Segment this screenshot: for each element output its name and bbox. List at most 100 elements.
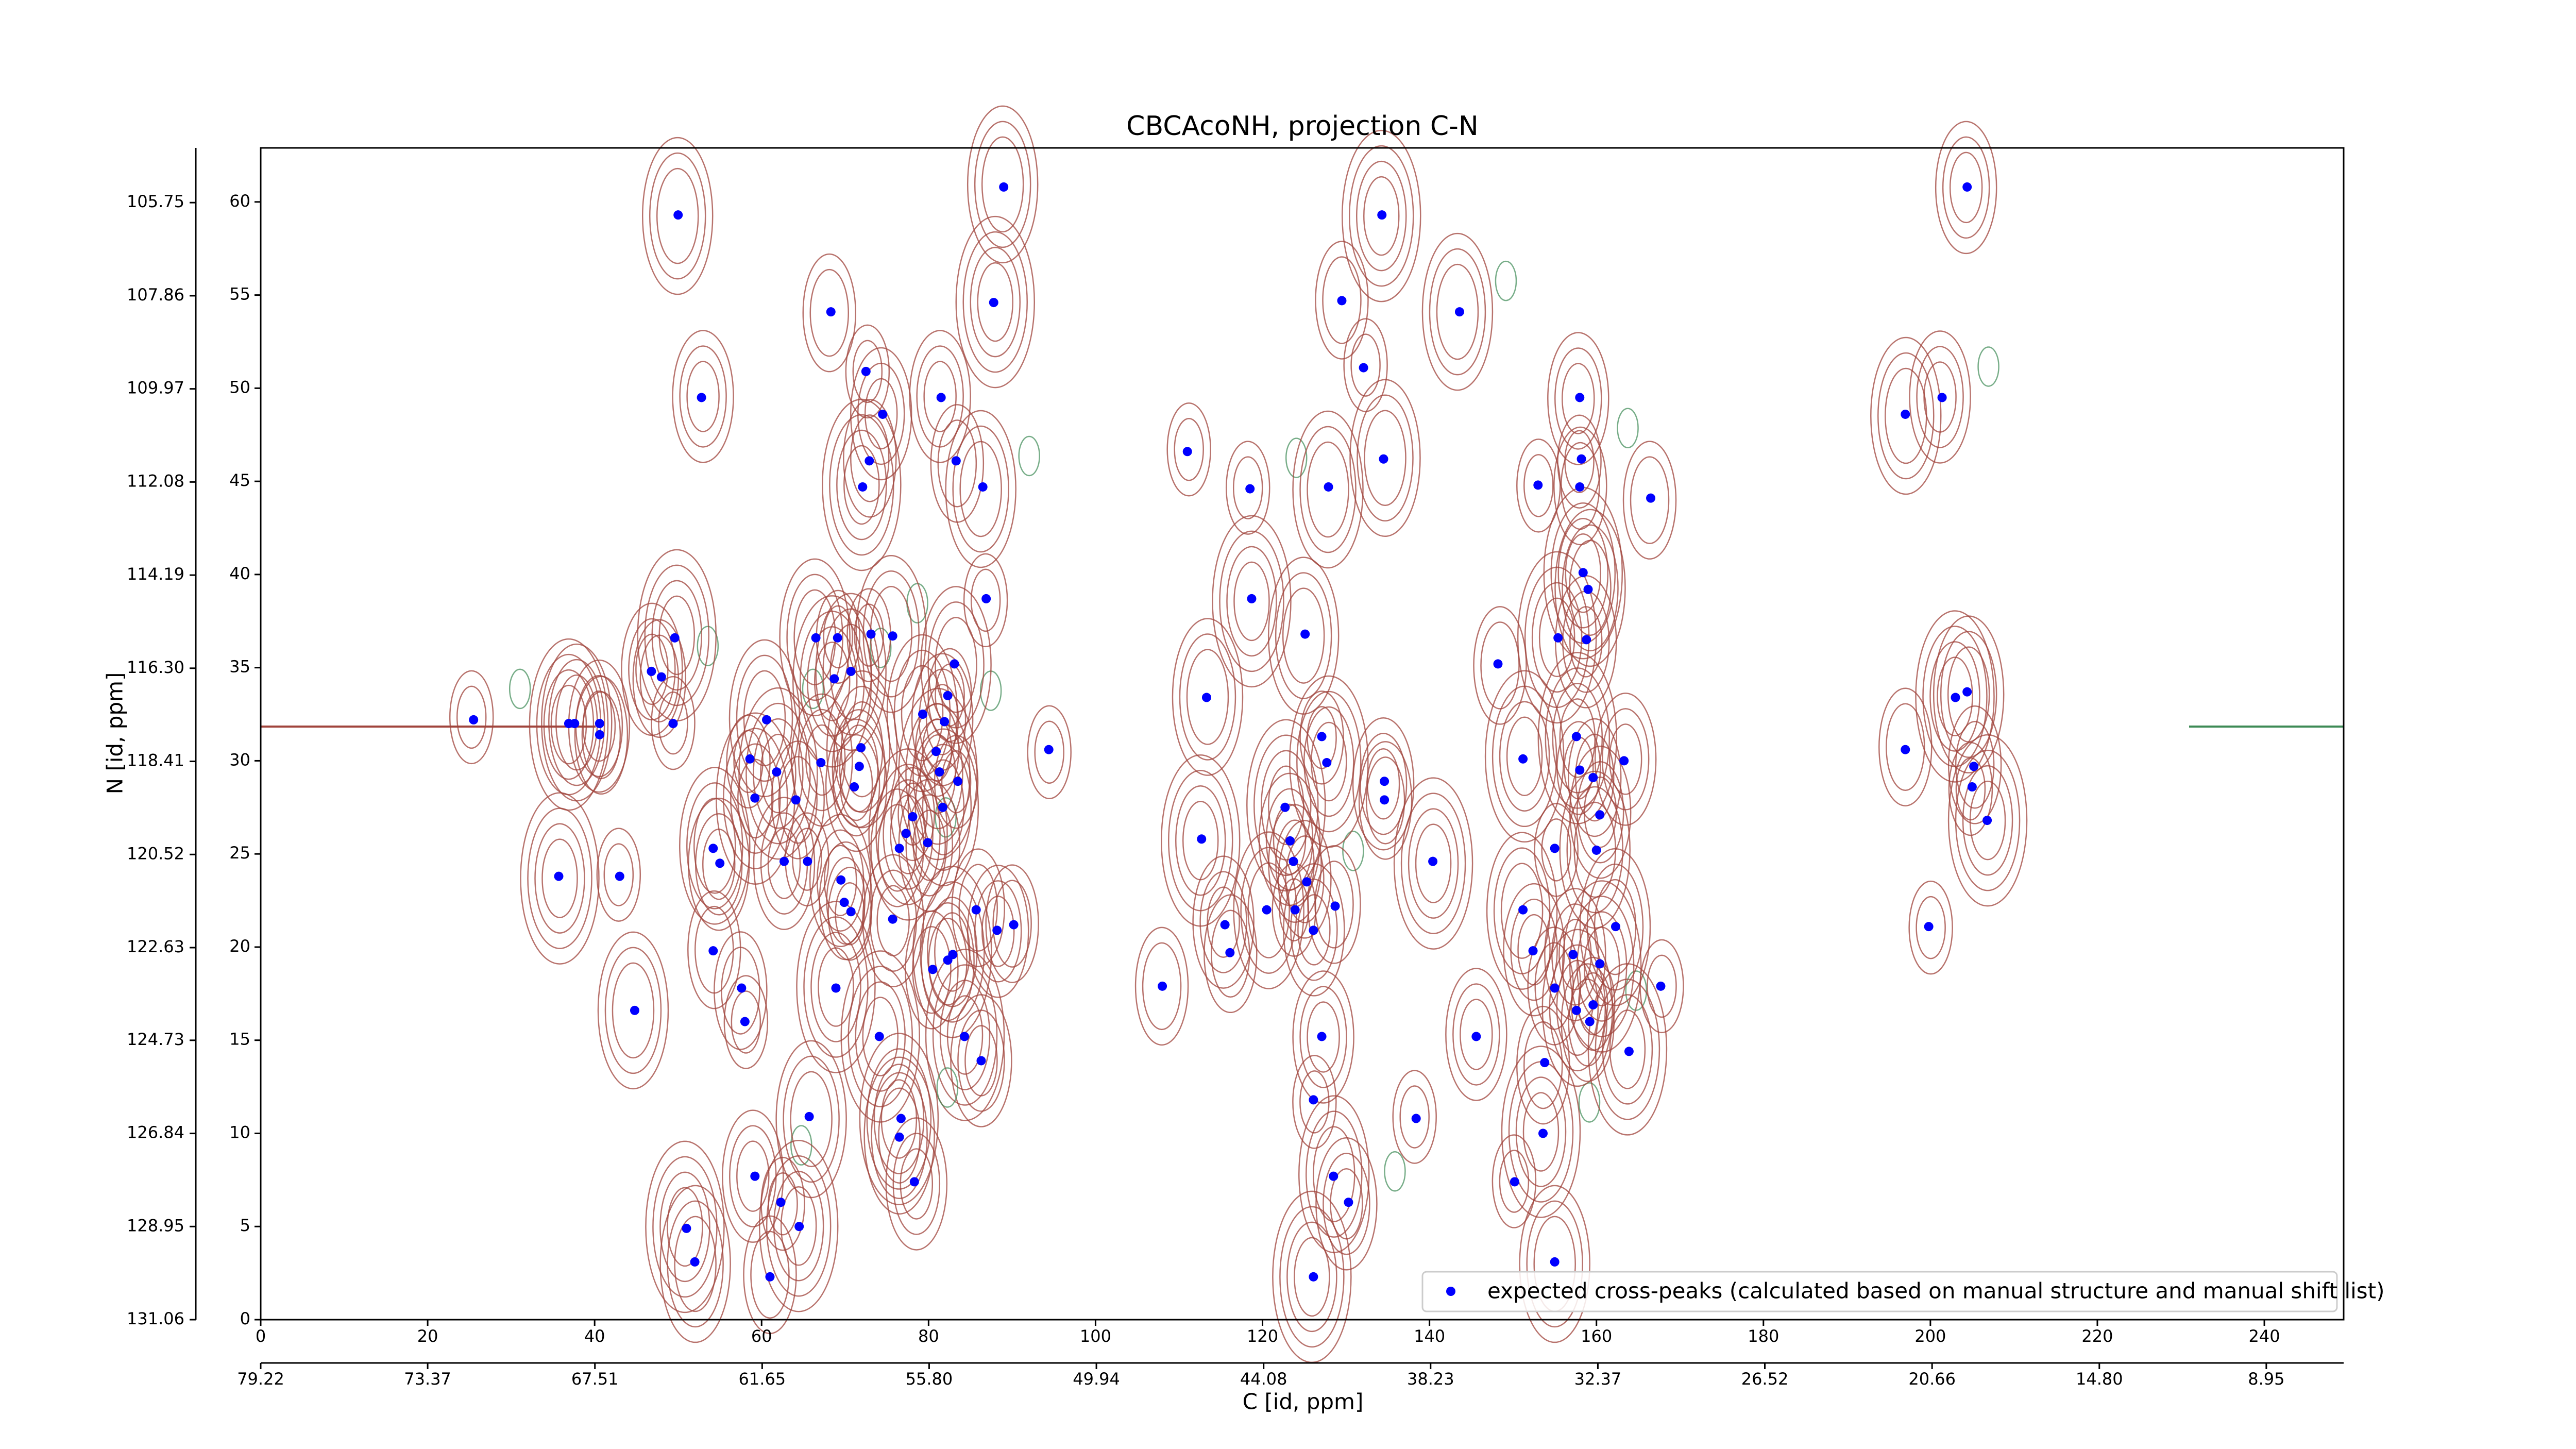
contour [1526,1200,1583,1328]
contour [1519,1185,1590,1343]
contour [1916,346,1964,448]
contour [1299,1070,1330,1134]
contour [534,823,585,934]
contour [1399,1085,1430,1149]
contour [1594,693,1657,826]
contour [951,848,1005,967]
contour [659,1171,710,1283]
peak-marker [761,715,771,724]
peak-marker [745,754,755,764]
y2-tick-label: 112.08 [127,471,184,491]
y2-tick-label: 126.84 [127,1123,184,1142]
contour [1565,533,1602,613]
contour [1421,232,1494,391]
contour [1415,823,1452,903]
contour [859,1033,939,1205]
contour [825,718,888,852]
contour [694,905,734,994]
contour [1586,863,1644,991]
contour [1562,524,1619,652]
contour [815,593,887,751]
peak-marker [791,795,801,805]
peak-marker [1247,594,1257,603]
contour [1969,780,2006,861]
contour [1594,879,1637,975]
contour [823,845,857,917]
peak-marker [1359,363,1368,373]
contour-layer [261,105,2344,1363]
peak-marker [1553,633,1563,643]
contour [656,167,699,264]
contour [541,838,578,918]
contour [686,361,720,432]
contour [1955,749,2021,891]
peak-marker [1379,454,1388,464]
contour [963,553,1008,648]
x-tick-label: 80 [918,1326,939,1346]
contour [1299,986,1347,1088]
contour [941,750,972,814]
peak-marker [943,690,953,700]
contour [1298,1095,1370,1253]
contour [1445,968,1507,1101]
contour [852,340,883,403]
contour [736,654,793,782]
contour [1307,706,1337,769]
peak-marker [1309,1272,1318,1282]
contour [773,1170,824,1282]
contour [1297,894,1331,966]
contour [1356,160,1407,272]
peak-marker [1533,480,1543,490]
contour [857,362,905,465]
contour [1307,845,1361,964]
peak-marker [1280,802,1290,812]
peak-marker [1578,568,1588,578]
peak-marker [1595,810,1605,820]
contour [967,865,1029,998]
contour [1547,332,1609,465]
contour [1916,896,1946,959]
peak-marker [1309,925,1318,935]
peak-marker [670,633,680,643]
contour [1622,441,1677,560]
contour [967,105,1039,264]
contour [1452,983,1500,1086]
contour [1557,518,1609,629]
contour [1315,241,1369,360]
contour [1408,808,1459,919]
x-tick-label: 180 [1748,1326,1779,1346]
contour [864,378,898,450]
peak-marker [1528,946,1538,956]
contour [1134,926,1189,1046]
peak-marker [816,758,826,768]
x2-tick-label: 55.80 [906,1369,953,1389]
contour [1595,979,1660,1120]
peak-marker [715,858,725,868]
contour [1384,1151,1406,1192]
peak-marker [1300,629,1310,639]
contour [1550,502,1616,644]
peak-marker [1518,905,1528,915]
contour [1955,721,1995,809]
contour [694,813,743,916]
contour [816,829,865,932]
contour [1569,746,1632,879]
peak-marker [1619,756,1629,766]
contour [1578,1082,1601,1123]
contour [1568,979,1607,1067]
contour [1947,705,2002,824]
contour [962,231,1028,373]
contour [840,950,920,1123]
peak-marker [794,1222,804,1232]
peak-marker [888,631,897,641]
contour [697,626,719,666]
contour [892,1133,941,1235]
peak-marker [1197,834,1207,844]
peak-marker [846,666,856,676]
y-tick-label: 45 [229,470,250,490]
y2-tick-label: 114.19 [127,564,184,584]
contour [1506,716,1543,797]
peak-marker [861,366,871,376]
x2-tick-label: 79.22 [237,1369,284,1389]
x2-tick-label: 73.37 [404,1369,451,1389]
